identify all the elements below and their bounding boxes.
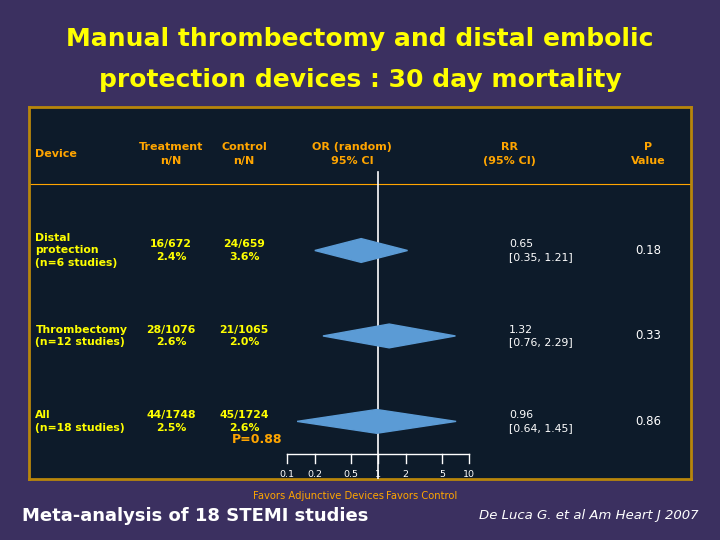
Text: 44/1748
2.5%: 44/1748 2.5% (146, 410, 196, 433)
Text: 24/659
3.6%: 24/659 3.6% (223, 239, 265, 262)
Text: 1: 1 (375, 470, 381, 478)
Text: Favors Control: Favors Control (386, 491, 457, 501)
Text: protection devices : 30 day mortality: protection devices : 30 day mortality (99, 68, 621, 92)
Polygon shape (315, 239, 408, 262)
Text: 45/1724
2.6%: 45/1724 2.6% (220, 410, 269, 433)
Text: 0.18: 0.18 (635, 244, 661, 257)
Text: Meta-analysis of 18 STEMI studies: Meta-analysis of 18 STEMI studies (22, 507, 368, 525)
Text: Manual thrombectomy and distal embolic: Manual thrombectomy and distal embolic (66, 27, 654, 51)
Text: De Luca G. et al Am Heart J 2007: De Luca G. et al Am Heart J 2007 (479, 509, 698, 522)
Polygon shape (323, 324, 456, 348)
Text: Device: Device (35, 149, 77, 159)
Text: Distal
protection
(n=6 studies): Distal protection (n=6 studies) (35, 233, 117, 268)
Text: Thrombectomy
(n=12 studies): Thrombectomy (n=12 studies) (35, 325, 127, 347)
Text: 0.65
[0.35, 1.21]: 0.65 [0.35, 1.21] (509, 239, 573, 262)
Text: All
(n=18 studies): All (n=18 studies) (35, 410, 125, 433)
Text: 0.1: 0.1 (279, 470, 294, 478)
Text: 0.96
[0.64, 1.45]: 0.96 [0.64, 1.45] (509, 410, 573, 433)
Text: 21/1065
2.0%: 21/1065 2.0% (220, 325, 269, 347)
Text: 0.2: 0.2 (307, 470, 322, 478)
Text: Treatment
n/N: Treatment n/N (139, 143, 204, 165)
Text: P
Value: P Value (631, 143, 665, 165)
Text: 2: 2 (402, 470, 409, 478)
Text: 5: 5 (439, 470, 445, 478)
Text: 28/1076
2.6%: 28/1076 2.6% (147, 325, 196, 347)
Text: Favors Adjunctive Devices: Favors Adjunctive Devices (253, 491, 384, 501)
Text: 10: 10 (463, 470, 475, 478)
Text: 16/672
2.4%: 16/672 2.4% (150, 239, 192, 262)
Text: 0.33: 0.33 (635, 329, 661, 342)
Text: RR
(95% CI): RR (95% CI) (482, 143, 536, 165)
Text: Control
n/N: Control n/N (221, 143, 267, 165)
Polygon shape (297, 409, 456, 433)
Text: OR (random)
95% CI: OR (random) 95% CI (312, 143, 392, 165)
Text: 0.86: 0.86 (635, 415, 661, 428)
Text: 0.5: 0.5 (343, 470, 359, 478)
Text: P=0.88: P=0.88 (232, 434, 282, 447)
Text: 1.32
[0.76, 2.29]: 1.32 [0.76, 2.29] (509, 325, 573, 347)
